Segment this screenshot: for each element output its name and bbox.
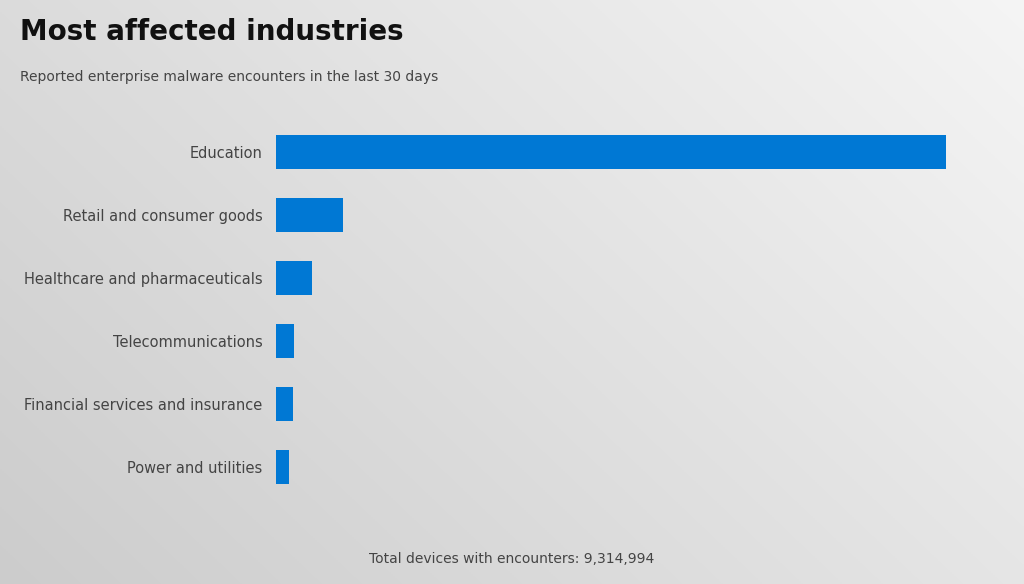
Text: Most affected industries: Most affected industries	[20, 18, 404, 46]
Bar	[276, 260, 312, 296]
Bar	[276, 324, 294, 359]
Text: Reported enterprise malware encounters in the last 30 days: Reported enterprise malware encounters i…	[20, 70, 438, 84]
Text: Total devices with encounters: 9,314,994: Total devices with encounters: 9,314,994	[370, 552, 654, 566]
Bar	[276, 197, 343, 232]
Bar	[276, 387, 293, 422]
Bar	[276, 134, 946, 169]
Bar	[276, 450, 289, 485]
